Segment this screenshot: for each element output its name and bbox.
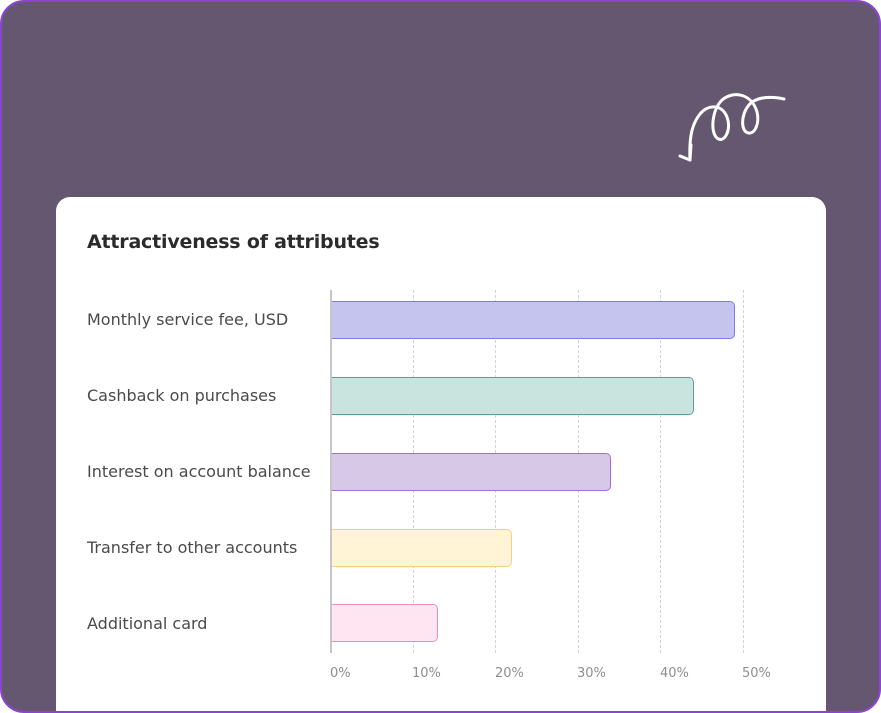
chart-title: Attractiveness of attributes	[87, 231, 380, 253]
category-label: Transfer to other accounts	[87, 538, 298, 557]
x-tick-label: 30%	[577, 666, 606, 681]
chart-card: Attractiveness of attributes Monthly ser…	[56, 197, 826, 711]
category-label: Cashback on purchases	[87, 386, 277, 405]
x-tick-label: 50%	[742, 666, 771, 681]
bar	[331, 301, 735, 339]
category-label: Interest on account balance	[87, 462, 311, 481]
x-tick-label: 10%	[412, 666, 441, 681]
x-tick-label: 20%	[495, 666, 524, 681]
category-label: Additional card	[87, 614, 208, 633]
gridline	[743, 290, 744, 653]
bar	[331, 529, 513, 567]
bar	[331, 453, 612, 491]
gridline	[660, 290, 661, 653]
bar	[331, 604, 439, 642]
curly-arrow-icon	[678, 93, 786, 162]
y-axis-line	[330, 290, 332, 653]
bar	[331, 377, 694, 415]
x-tick-label: 40%	[660, 666, 689, 681]
x-tick-label: 0%	[330, 666, 351, 681]
category-label: Monthly service fee, USD	[87, 310, 289, 329]
